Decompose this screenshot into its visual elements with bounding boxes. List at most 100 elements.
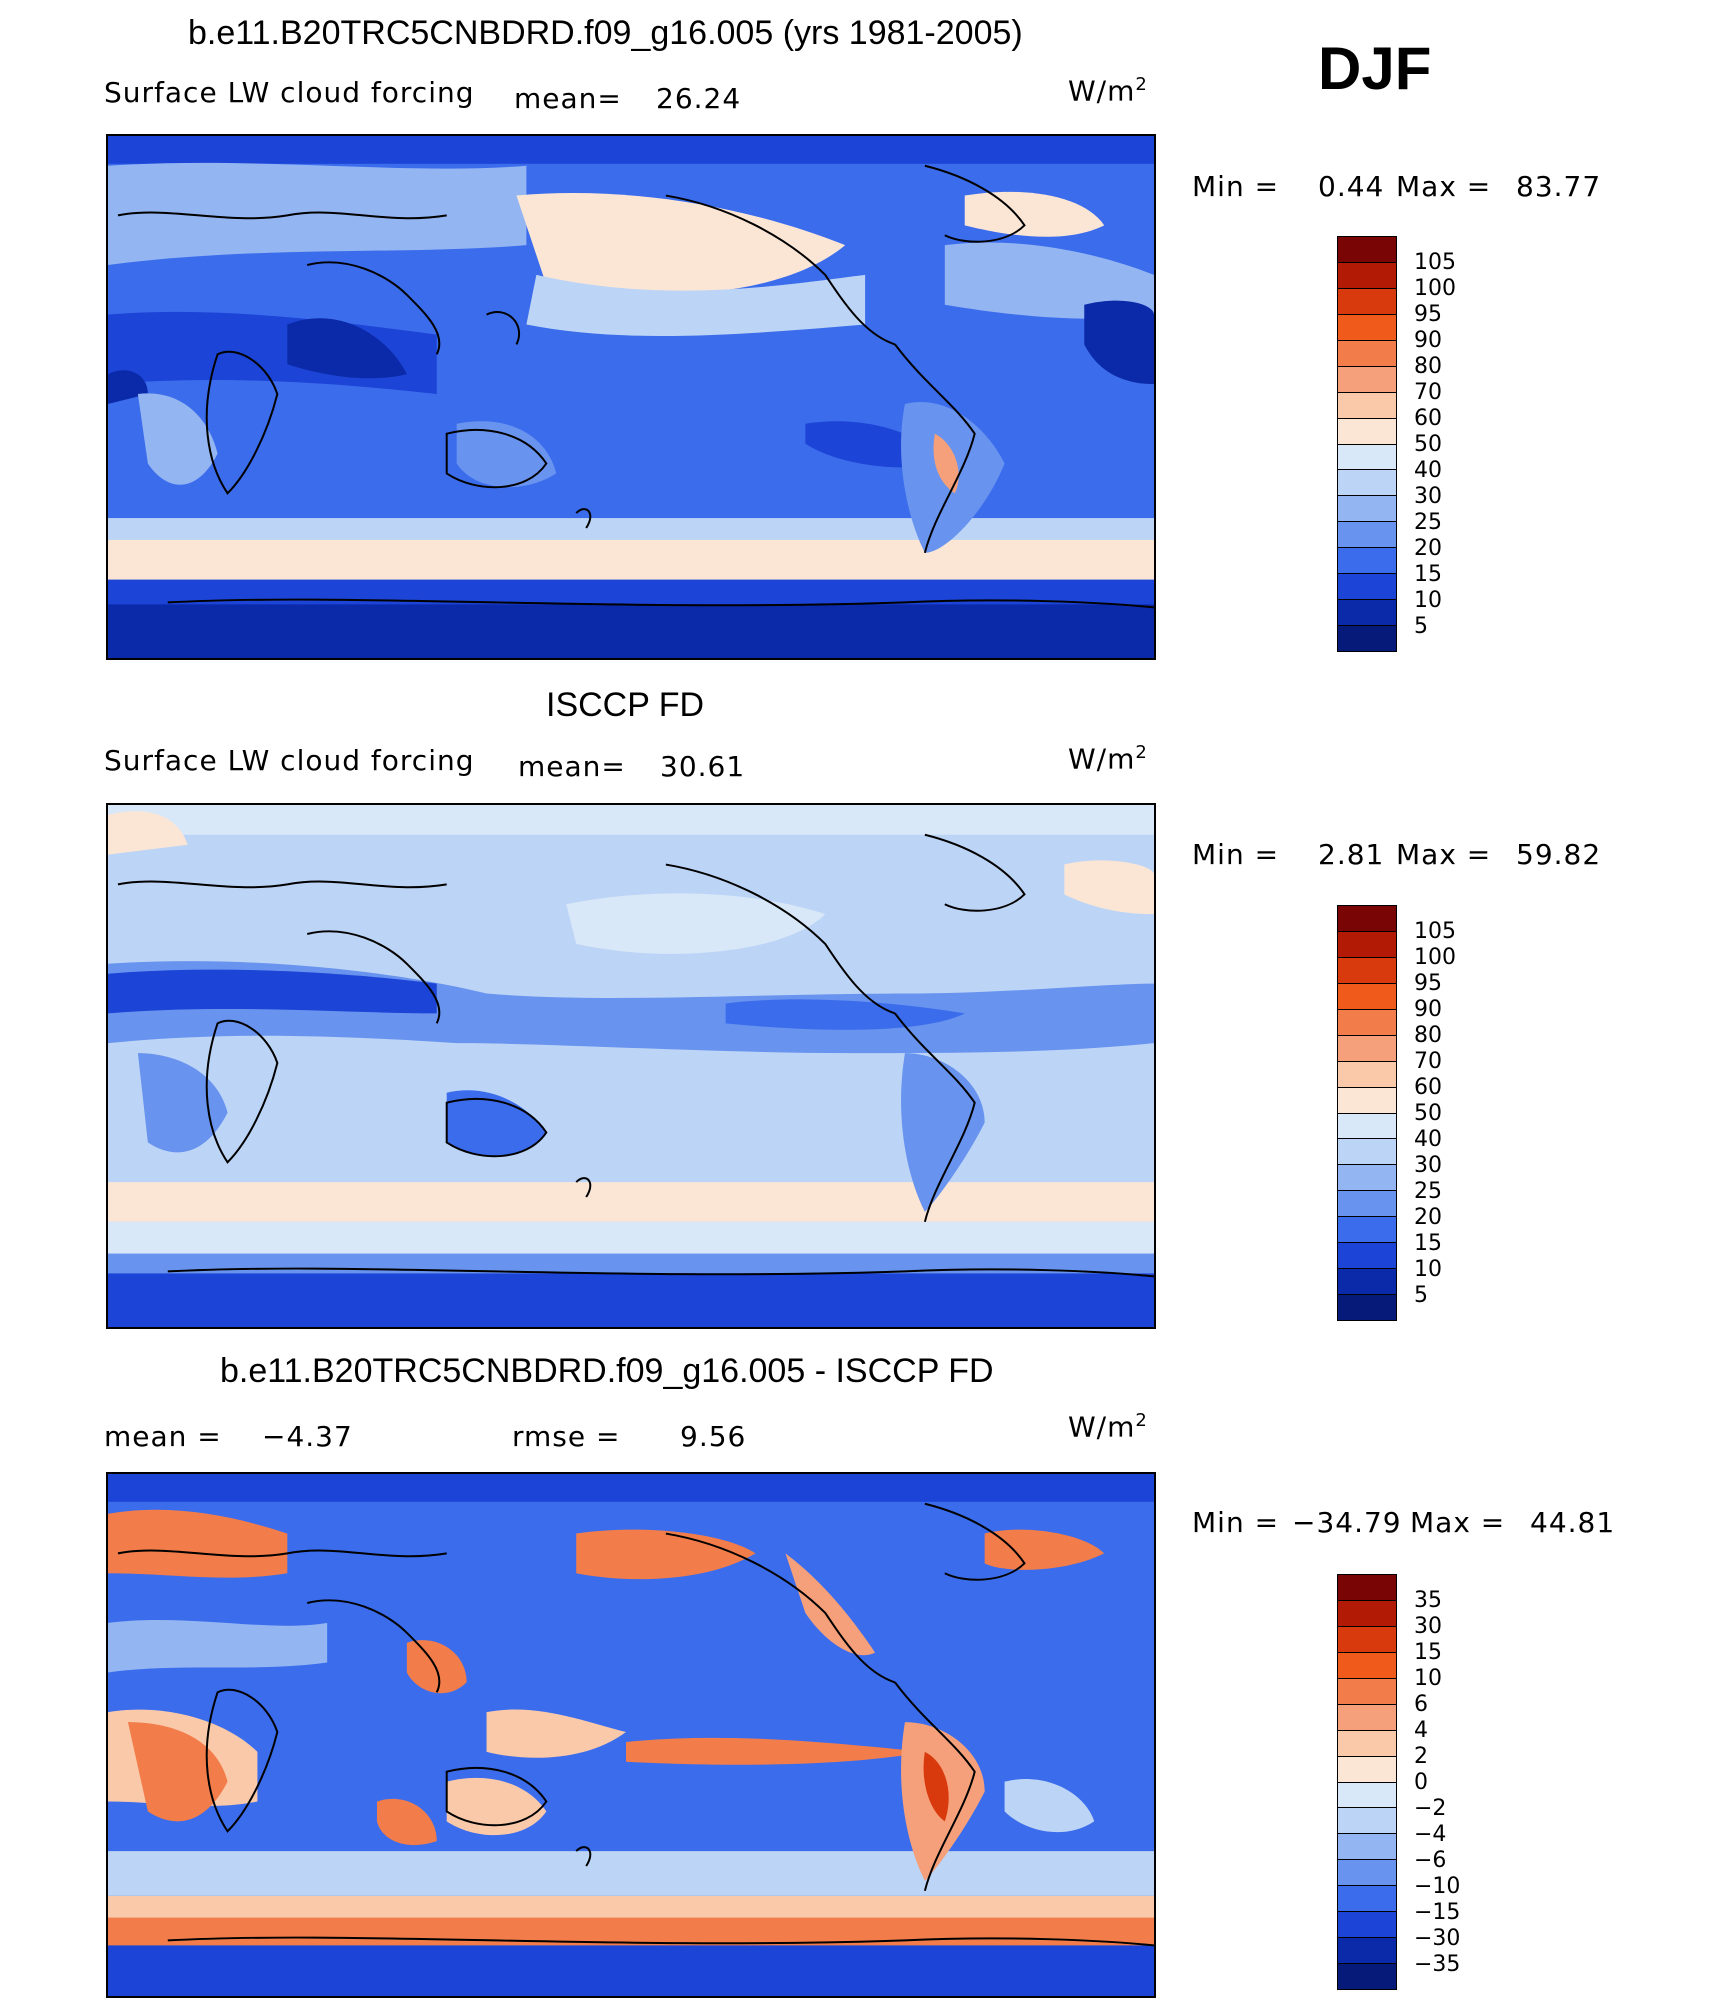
colorbar-cell [1338, 957, 1396, 984]
colorbar-label: −15 [1414, 1900, 1461, 1925]
colorbar-label: 15 [1414, 562, 1442, 587]
panel-1-max-value: 83.77 [1516, 170, 1602, 203]
colorbar-label: 40 [1414, 458, 1442, 483]
colorbar-label: 5 [1414, 1283, 1428, 1308]
colorbar-cell [1338, 983, 1396, 1010]
colorbar-label: 2 [1414, 1744, 1428, 1769]
colorbar-label: 15 [1414, 1231, 1442, 1256]
panel-3-mean-value: −4.37 [262, 1420, 353, 1453]
colorbar-cell [1338, 418, 1396, 445]
panel-1-mean-label: mean= [514, 82, 622, 115]
colorbar-cell [1338, 574, 1396, 601]
colorbar-label: −2 [1414, 1796, 1447, 1821]
panel-2-mean-value: 30.61 [660, 750, 746, 783]
colorbar-cell [1338, 288, 1396, 315]
colorbar-label: 60 [1414, 1075, 1442, 1100]
panel-1-map [106, 134, 1156, 660]
colorbar-label: 20 [1414, 1205, 1442, 1230]
colorbar-cell [1338, 931, 1396, 958]
colorbar-label: 15 [1414, 1640, 1442, 1665]
panel-1-variable-label: Surface LW cloud forcing [104, 76, 475, 109]
colorbar-cell [1338, 1217, 1396, 1244]
colorbar-label: 0 [1414, 1770, 1428, 1795]
colorbar-cell [1338, 1912, 1396, 1939]
colorbar-label: −10 [1414, 1874, 1461, 1899]
panel-2-map [106, 803, 1156, 1329]
colorbar-label: 100 [1414, 945, 1456, 970]
colorbar-label: −30 [1414, 1926, 1461, 1951]
colorbar-cell [1338, 1139, 1396, 1166]
colorbar-cell [1338, 1678, 1396, 1705]
colorbar-cell [1338, 1061, 1396, 1088]
panel-3-rmse-value: 9.56 [680, 1420, 747, 1453]
colorbar-cell [1338, 392, 1396, 419]
colorbar-cell [1338, 237, 1396, 263]
colorbar-cell [1338, 1886, 1396, 1913]
panel-3-min-value: −34.79 [1292, 1506, 1402, 1539]
colorbar-label: 20 [1414, 536, 1442, 561]
colorbar-cell [1338, 496, 1396, 523]
colorbar-cell [1338, 444, 1396, 471]
colorbar-cell [1338, 1191, 1396, 1218]
colorbar-label: 30 [1414, 1614, 1442, 1639]
colorbar-cell [1338, 1035, 1396, 1062]
colorbar-label: 25 [1414, 510, 1442, 535]
colorbar-cell [1338, 470, 1396, 497]
colorbar-cell [1338, 1295, 1396, 1320]
colorbar-cell [1338, 1782, 1396, 1809]
colorbar-cell [1338, 1808, 1396, 1835]
panel-2-mean-label: mean= [518, 750, 626, 783]
colorbar-label: −4 [1414, 1822, 1447, 1847]
panel-3-min-label: Min = [1192, 1506, 1280, 1539]
colorbar-label: 10 [1414, 588, 1442, 613]
colorbar-label: 50 [1414, 432, 1442, 457]
panel-1-mean-value: 26.24 [656, 82, 742, 115]
colorbar-label: 100 [1414, 276, 1456, 301]
panel-1-min-value: 0.44 [1318, 170, 1385, 203]
season-label: DJF [1318, 35, 1432, 102]
colorbar-cell [1338, 1087, 1396, 1114]
colorbar-cell [1338, 1243, 1396, 1270]
colorbar-cell [1338, 1113, 1396, 1140]
colorbar-cell [1338, 262, 1396, 289]
colorbar-cell [1338, 1938, 1396, 1965]
colorbar-cell [1338, 1964, 1396, 1989]
colorbar-cell [1338, 1600, 1396, 1627]
colorbar-label: 50 [1414, 1101, 1442, 1126]
colorbar-label: −6 [1414, 1848, 1447, 1873]
colorbar-cell [1338, 1575, 1396, 1601]
panel-2-min-value: 2.81 [1318, 838, 1385, 871]
colorbar-cell [1338, 1860, 1396, 1887]
colorbar-label: 90 [1414, 997, 1442, 1022]
colorbar-label: 30 [1414, 484, 1442, 509]
colorbar-label: 10 [1414, 1666, 1442, 1691]
colorbar-label: 60 [1414, 406, 1442, 431]
panel-1-units: W/m2 [1068, 74, 1148, 108]
colorbar-label: 70 [1414, 1049, 1442, 1074]
panel-3-mean-label: mean = [104, 1420, 222, 1453]
colorbar-cell [1338, 626, 1396, 651]
colorbar-cell [1338, 906, 1396, 932]
colorbar-label: −35 [1414, 1952, 1461, 1977]
panel-2-colorbar [1337, 905, 1397, 1321]
panel-1-colorbar [1337, 236, 1397, 652]
colorbar-label: 90 [1414, 328, 1442, 353]
colorbar-cell [1338, 548, 1396, 575]
panel-2-title: ISCCP FD [546, 686, 705, 724]
colorbar-cell [1338, 1652, 1396, 1679]
colorbar-label: 70 [1414, 380, 1442, 405]
panel-3-max-value: 44.81 [1530, 1506, 1616, 1539]
panel-2-variable-label: Surface LW cloud forcing [104, 744, 475, 777]
colorbar-label: 40 [1414, 1127, 1442, 1152]
panel-1-title: b.e11.B20TRC5CNBDRD.f09_g16.005 (yrs 198… [188, 14, 1023, 52]
colorbar-label: 25 [1414, 1179, 1442, 1204]
colorbar-cell [1338, 600, 1396, 627]
panel-3-colorbar [1337, 1574, 1397, 1990]
colorbar-label: 95 [1414, 971, 1442, 996]
colorbar-cell [1338, 314, 1396, 341]
panel-2-units: W/m2 [1068, 742, 1148, 776]
colorbar-label: 6 [1414, 1692, 1428, 1717]
colorbar-label: 80 [1414, 1023, 1442, 1048]
panel-1-min-label: Min = [1192, 170, 1280, 203]
colorbar-label: 4 [1414, 1718, 1428, 1743]
